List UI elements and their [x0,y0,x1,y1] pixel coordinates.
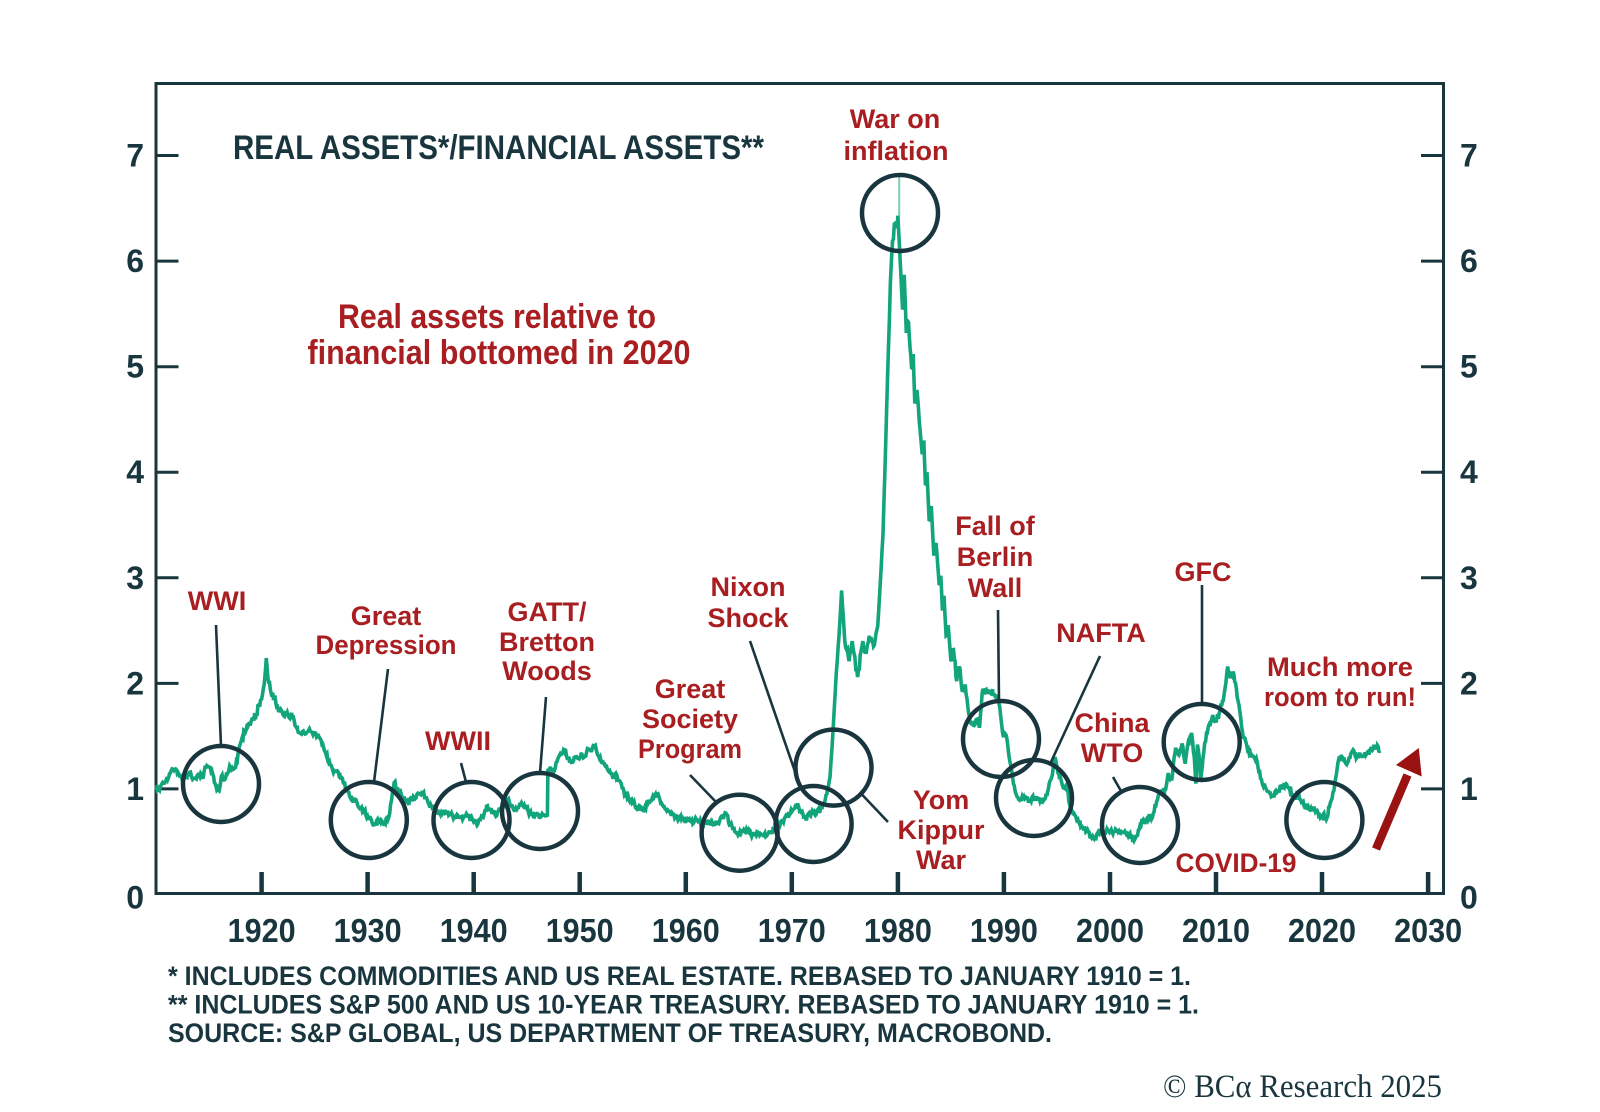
svg-text:2: 2 [1460,665,1478,701]
svg-text:1960: 1960 [652,912,720,949]
svg-text:War: War [916,845,966,875]
svg-text:** INCLUDES S&P 500 AND US 10-: ** INCLUDES S&P 500 AND US 10-YEAR TREAS… [168,990,1199,1020]
svg-text:1920: 1920 [228,912,296,949]
svg-text:2030: 2030 [1394,912,1462,949]
svg-text:7: 7 [126,138,144,174]
svg-text:Nixon: Nixon [710,572,785,602]
svg-text:Great: Great [655,674,726,704]
svg-text:SOURCE: S&P GLOBAL, US DEPARTM: SOURCE: S&P GLOBAL, US DEPARTMENT OF TRE… [168,1018,1052,1048]
svg-text:inflation: inflation [844,136,949,166]
svg-text:4: 4 [126,454,144,490]
svg-text:3: 3 [126,560,144,596]
svg-text:1970: 1970 [758,912,826,949]
svg-text:Wall: Wall [968,573,1023,603]
svg-text:WTO: WTO [1081,738,1144,768]
svg-text:1: 1 [1460,771,1478,807]
svg-text:GFC: GFC [1175,557,1232,587]
svg-text:Much more: Much more [1267,652,1413,682]
svg-text:WWII: WWII [425,726,491,756]
svg-text:financial bottomed in 2020: financial bottomed in 2020 [308,334,691,372]
svg-text:1980: 1980 [864,912,932,949]
svg-text:6: 6 [126,243,144,279]
svg-text:7: 7 [1460,138,1478,174]
svg-text:2020: 2020 [1288,912,1356,949]
svg-text:GATT/: GATT/ [508,597,587,627]
svg-text:1990: 1990 [970,912,1038,949]
svg-text:0: 0 [1460,880,1478,916]
svg-text:3: 3 [1460,560,1478,596]
svg-text:Shock: Shock [707,603,789,633]
svg-text:War on: War on [850,104,941,134]
svg-text:1950: 1950 [546,912,614,949]
svg-text:WWI: WWI [188,586,246,616]
svg-text:Yom: Yom [913,785,970,815]
svg-text:Woods: Woods [502,656,592,686]
svg-text:Berlin: Berlin [957,542,1034,572]
svg-text:1930: 1930 [334,912,402,949]
svg-text:Depression: Depression [316,630,457,660]
svg-text:Fall of: Fall of [955,511,1036,541]
svg-text:1940: 1940 [440,912,508,949]
svg-text:Program: Program [638,734,742,764]
svg-text:0: 0 [126,880,144,916]
svg-text:Kippur: Kippur [898,815,985,845]
svg-text:2000: 2000 [1076,912,1144,949]
svg-text:2010: 2010 [1182,912,1250,949]
svg-text:Society: Society [642,704,738,734]
svg-text:5: 5 [1460,349,1478,385]
svg-text:Bretton: Bretton [499,627,595,657]
svg-text:5: 5 [126,349,144,385]
svg-text:4: 4 [1460,454,1478,490]
svg-text:1: 1 [126,771,144,807]
svg-text:REAL ASSETS*/FINANCIAL ASSETS*: REAL ASSETS*/FINANCIAL ASSETS** [233,129,765,167]
svg-text:Great: Great [351,601,422,631]
svg-text:Real assets relative to: Real assets relative to [338,298,656,336]
svg-text:COVID-19: COVID-19 [1176,848,1297,878]
svg-text:NAFTA: NAFTA [1056,618,1145,648]
svg-text:© BCα Research 2025: © BCα Research 2025 [1163,1069,1442,1105]
svg-text:room to run!: room to run! [1264,682,1416,712]
svg-text:6: 6 [1460,243,1478,279]
svg-text:China: China [1074,708,1150,738]
svg-text:* INCLUDES COMMODITIES AND US: * INCLUDES COMMODITIES AND US REAL ESTAT… [168,961,1191,991]
svg-text:2: 2 [126,665,144,701]
